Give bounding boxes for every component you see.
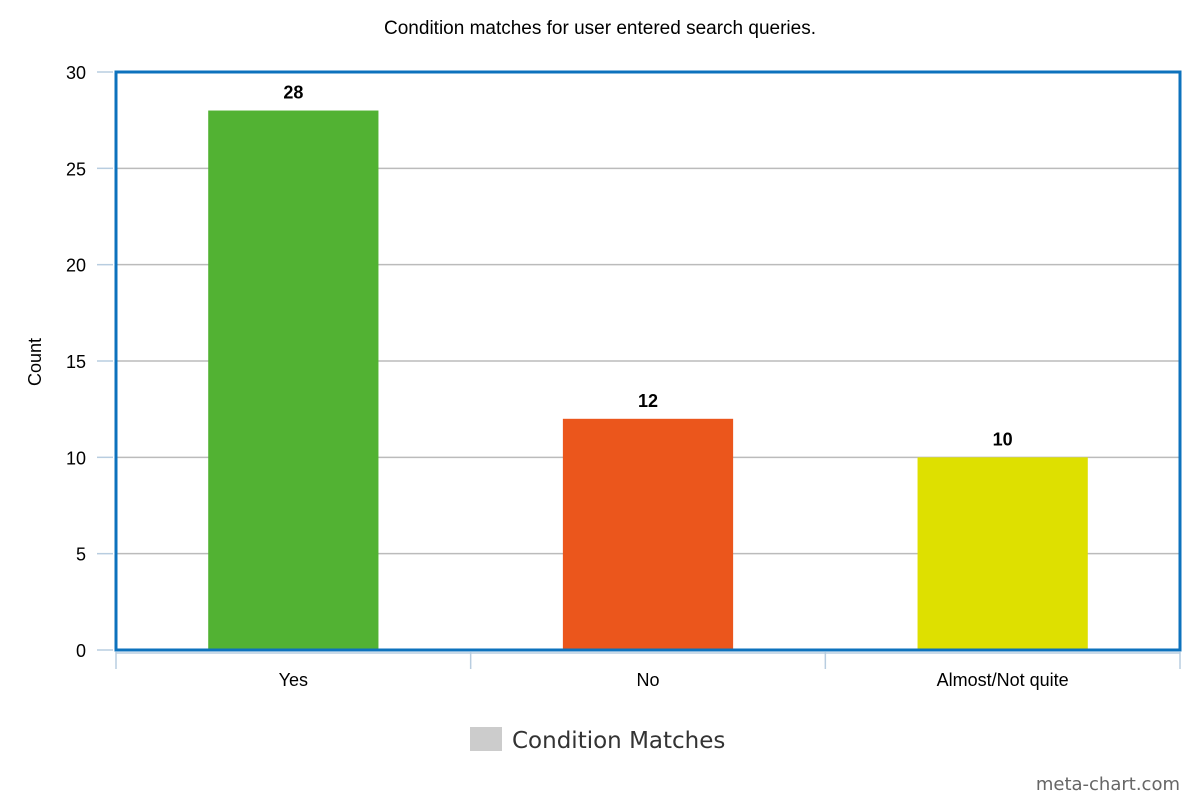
bars: 28 12 10 [208,83,1088,651]
legend-label: Condition Matches [512,728,725,754]
x-axis: Yes No Almost/Not quite [115,652,1181,690]
legend[interactable]: Condition Matches [470,727,725,754]
plot-frame [114,70,1182,652]
bar[interactable] [917,457,1088,650]
y-tick-label: 20 [66,256,86,276]
bar[interactable] [562,418,734,650]
x-category-label: Almost/Not quite [937,670,1069,690]
chart-title: Condition matches for user entered searc… [384,18,816,39]
y-tick-label: 30 [66,63,86,83]
y-tick-label: 15 [66,352,86,372]
bar-value-label: 10 [993,429,1013,449]
legend-swatch [470,727,502,751]
y-tick-label: 5 [76,545,86,565]
y-tick-label: 10 [66,448,86,468]
bar-value-label: 12 [638,391,658,411]
y-axis: 0 5 10 15 20 25 30 [66,63,113,661]
x-category-label: No [636,670,659,690]
bar-value-label: 28 [283,83,303,103]
y-tick-label: 25 [66,159,86,179]
y-axis-title: Count [25,338,45,386]
y-tick-label: 0 [76,641,86,661]
bar[interactable] [208,110,379,651]
watermark[interactable]: meta-chart.com [1036,774,1180,795]
x-category-label: Yes [279,670,308,690]
